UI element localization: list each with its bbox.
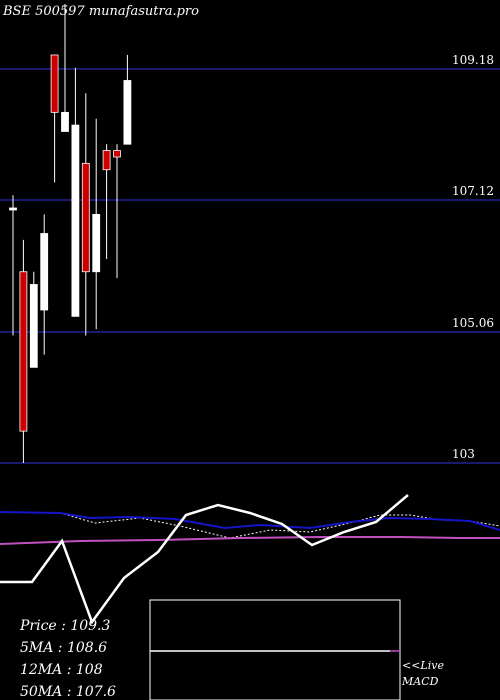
candle-down [19, 271, 28, 432]
candle-up [40, 233, 49, 311]
ma-magenta-line [0, 536, 500, 545]
candle-down [102, 150, 111, 171]
ma5-readout: 5MA : 108.6 [20, 640, 107, 656]
price-tick-label: 103 [452, 447, 475, 461]
candle-up [71, 124, 80, 317]
macd-label: MACD [401, 675, 439, 688]
candle-down [50, 54, 59, 113]
price-readout: Price : 109.3 [19, 618, 111, 634]
price-tick-label: 109.18 [452, 53, 494, 67]
ma12-readout: 12MA : 108 [20, 662, 103, 678]
candle-up [29, 284, 38, 368]
candle-down [81, 162, 90, 273]
candle-up [61, 111, 69, 132]
candle-up [123, 80, 132, 145]
moving-averages [0, 511, 500, 545]
chart-title: BSE 500597 munafasutra.pro [2, 4, 199, 19]
macd-panel [149, 599, 401, 700]
live-label: <<Live [402, 659, 444, 672]
ma50-readout: 50MA : 107.6 [20, 684, 116, 700]
candle-down [113, 150, 121, 158]
ma-blue-line [0, 511, 500, 531]
candle-up [9, 207, 17, 211]
oscillator-line [0, 494, 409, 625]
candle-up [92, 213, 101, 273]
macd-box [149, 599, 401, 700]
price-tick-label: 107.12 [452, 184, 494, 198]
candles-group [9, 3, 132, 463]
price-tick-label: 105.06 [452, 316, 494, 330]
